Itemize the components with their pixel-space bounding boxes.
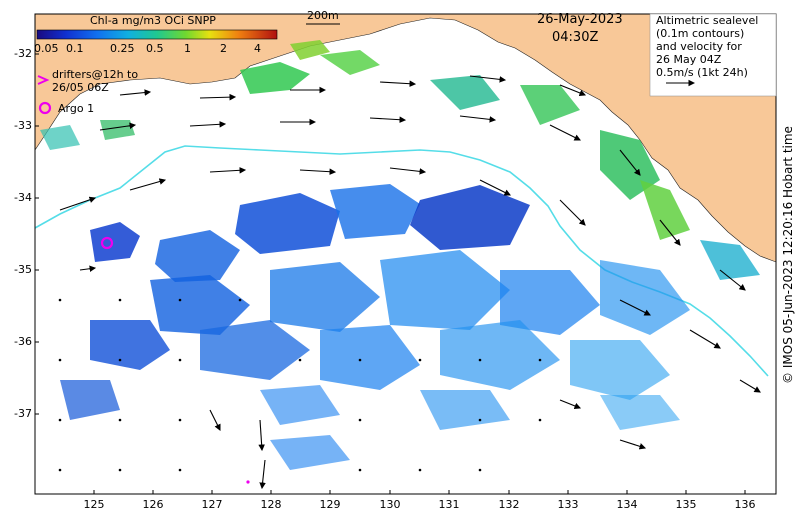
land-mass bbox=[34, 13, 777, 263]
coastal-chlorophyll bbox=[40, 40, 760, 280]
argo-symbol bbox=[38, 101, 52, 115]
velocity-arrows bbox=[59, 75, 761, 490]
colorbar-tick: 0.5 bbox=[146, 42, 164, 55]
x-tick-label: 125 bbox=[83, 498, 105, 511]
drifter-symbol bbox=[37, 75, 50, 85]
colorbar-tick: 2 bbox=[220, 42, 227, 55]
colorbar-tick: 1 bbox=[184, 42, 191, 55]
scale-label: 200m bbox=[307, 9, 339, 22]
colorbar-gradient bbox=[36, 29, 278, 40]
argo-float-marker bbox=[100, 236, 114, 250]
credit-text: © IMOS 05-Jun-2023 12:20:16 Hobart time bbox=[781, 126, 795, 384]
x-tick-label: 131 bbox=[438, 498, 460, 511]
y-tick-label: -32 bbox=[14, 47, 32, 60]
legend-line: Altimetric sealevel bbox=[656, 14, 759, 27]
x-tick-label: 134 bbox=[616, 498, 638, 511]
colorbar-tick: 4 bbox=[254, 42, 261, 55]
x-tick-label: 129 bbox=[319, 498, 341, 511]
chlorophyll-patches bbox=[60, 184, 690, 470]
map-time: 04:30Z bbox=[552, 30, 599, 45]
legend-line: 26 May 04Z bbox=[656, 53, 722, 66]
y-tick-label: -33 bbox=[14, 119, 32, 132]
x-tick-label: 126 bbox=[142, 498, 164, 511]
colorbar-tick: 0.1 bbox=[66, 42, 84, 55]
y-tick-label: -37 bbox=[14, 407, 32, 420]
y-tick-label: -35 bbox=[14, 263, 32, 276]
legend-line: and velocity for bbox=[656, 40, 742, 53]
map-date: 26-May-2023 bbox=[537, 12, 623, 27]
velocity-dots bbox=[58, 298, 542, 472]
drifter-point bbox=[246, 480, 250, 484]
tick-marks bbox=[35, 53, 746, 494]
y-tick-label: -36 bbox=[14, 335, 32, 348]
colorbar-tick: 0.05 bbox=[34, 42, 59, 55]
legend-line: 0.5m/s (1kt 24h) bbox=[656, 66, 748, 79]
x-tick-label: 135 bbox=[675, 498, 697, 511]
x-tick-label: 136 bbox=[734, 498, 756, 511]
x-tick-label: 128 bbox=[260, 498, 282, 511]
legend-box-bg bbox=[649, 13, 777, 97]
colorbar-title: Chl-a mg/m3 OCi SNPP bbox=[90, 14, 216, 27]
plot-frame bbox=[34, 13, 777, 495]
x-tick-label: 132 bbox=[498, 498, 520, 511]
x-tick-label: 127 bbox=[201, 498, 223, 511]
x-tick-label: 133 bbox=[557, 498, 579, 511]
colorbar-tick: 0.25 bbox=[110, 42, 135, 55]
drifters-label: drifters@12h to bbox=[52, 68, 139, 81]
x-tick-label: 130 bbox=[379, 498, 401, 511]
argo-label: Argo 1 bbox=[58, 102, 95, 115]
legend-line: (0.1m contours) bbox=[656, 27, 745, 40]
y-tick-label: -34 bbox=[14, 191, 32, 204]
drifters-label-time: 26/05 06Z bbox=[52, 81, 109, 94]
